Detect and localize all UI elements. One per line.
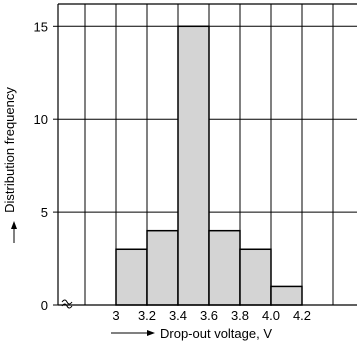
x-tick-labels: 3 3.2 3.4 3.6 3.8 4.0 4.2 bbox=[112, 308, 311, 323]
histogram-bar bbox=[146, 229, 179, 306]
y-tick-label: 5 bbox=[41, 205, 48, 220]
y-tick-labels: 0 5 10 15 bbox=[34, 19, 58, 313]
plot-frame bbox=[57, 3, 357, 306]
y-tick-label: 10 bbox=[34, 112, 48, 127]
x-tick-label: 4.2 bbox=[293, 308, 311, 323]
x-tick-label: 3.2 bbox=[138, 308, 156, 323]
x-tick-label: 3 bbox=[112, 308, 119, 323]
histogram-bar bbox=[208, 229, 241, 306]
y-axis-label: Distribution frequency bbox=[2, 87, 17, 213]
x-tick-label: 3.4 bbox=[169, 308, 187, 323]
histogram-bar bbox=[177, 25, 210, 306]
x-tick-label: 3.6 bbox=[200, 308, 218, 323]
axis-break-marker bbox=[61, 299, 73, 309]
x-axis-arrow bbox=[111, 330, 155, 336]
y-tick-label: 15 bbox=[34, 19, 48, 34]
histogram-bar bbox=[115, 248, 148, 306]
x-tick-label: 3.8 bbox=[231, 308, 249, 323]
histogram-bar bbox=[270, 285, 303, 306]
x-tick-label: 4.0 bbox=[262, 308, 280, 323]
histogram-bars bbox=[115, 25, 303, 306]
histogram-bar bbox=[239, 248, 272, 306]
y-tick-label: 0 bbox=[41, 298, 48, 313]
y-axis-arrow bbox=[11, 221, 17, 243]
x-axis-label: Drop-out voltage, V bbox=[160, 326, 272, 341]
